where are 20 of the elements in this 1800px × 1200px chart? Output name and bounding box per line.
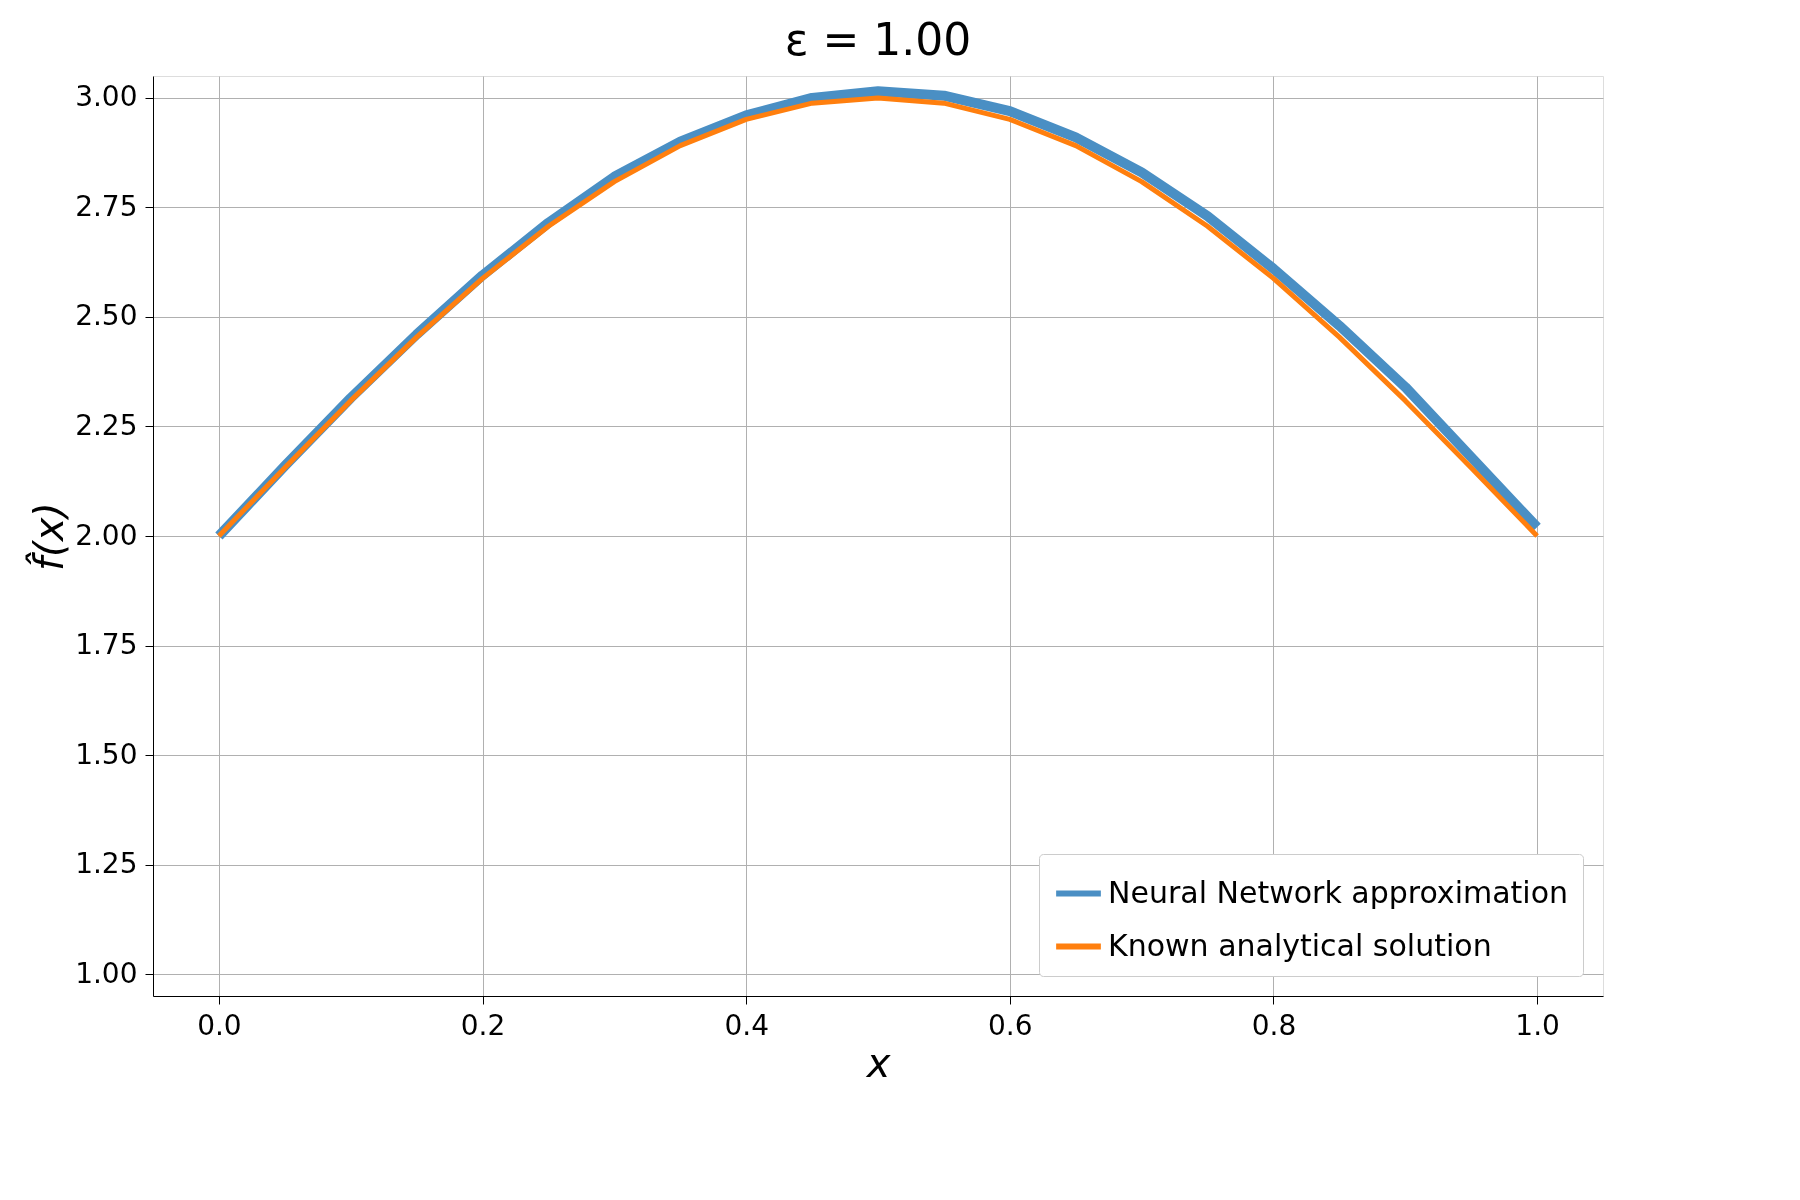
x-tick-label: 0.4 [724,1008,769,1042]
y-tick-label: 3.00 [75,80,138,114]
y-axis-title: f̂(x) [24,502,73,571]
x-tick-label: 0.2 [460,1008,506,1042]
y-tick-label: 1.25 [75,847,138,881]
y-tick-label: 2.00 [75,518,138,552]
x-tick-label: 0.0 [197,1008,242,1042]
y-tick-label: 2.25 [75,408,138,442]
y-tick-label: 2.75 [75,189,138,223]
x-tick-label: 0.6 [988,1008,1033,1042]
y-tick-label: 1.75 [75,628,138,662]
x-tick-label: 0.8 [1251,1008,1297,1042]
legend-label: Known analytical solution [1108,927,1492,963]
y-tick-label: 1.50 [75,737,138,771]
chart-title: ε = 1.00 [784,14,972,65]
y-tick-label: 2.50 [75,299,138,333]
x-axis-title: x [864,1039,891,1086]
legend-label: Neural Network approximation [1108,874,1569,910]
y-tick-label: 1.00 [75,956,138,990]
x-tick-label: 1.0 [1515,1008,1560,1042]
